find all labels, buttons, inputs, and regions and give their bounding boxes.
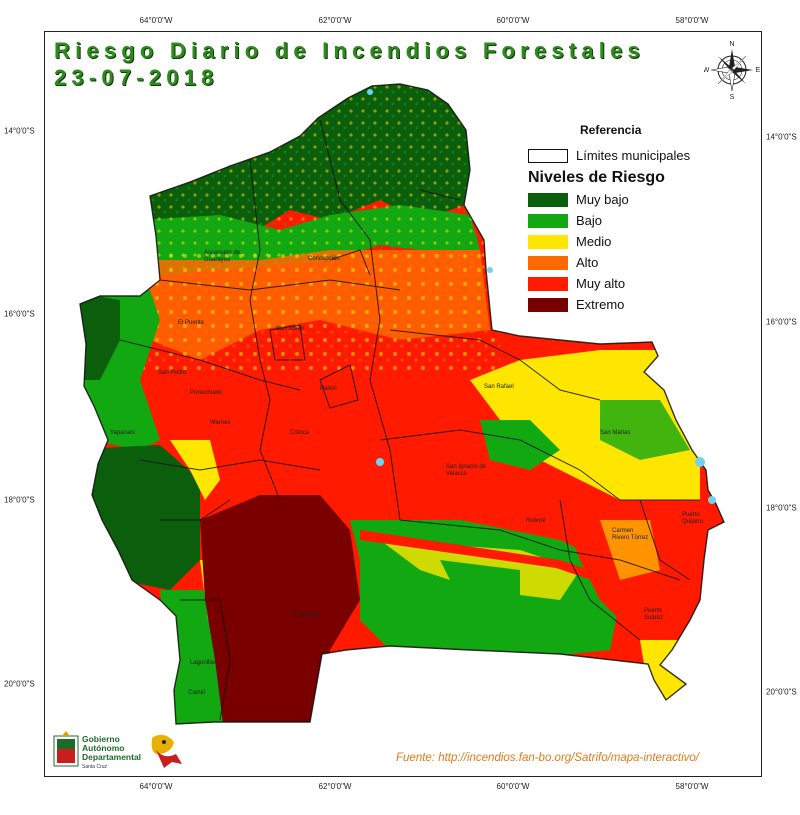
lon-tick-bottom-4: 58°0'0"W [675,782,709,791]
lat-tick-right-4: 20°0'0"S [766,687,797,697]
place-label: San Ignacio de Velasco [446,464,487,477]
data-source: Fuente: http://incendios.fan-bo.org/Satr… [396,752,699,764]
lon-tick-top-3: 60°0'0"W [496,16,530,25]
legend-label: Muy bajo [576,192,629,207]
place-label: San Julián [276,326,305,332]
legend-item-medio: Medio [528,234,611,249]
place-label: Puerto Quijarro [682,512,704,525]
legend-label: Alto [576,255,599,270]
compass-w: W [704,67,710,74]
legend-label: Medio [576,234,612,249]
logo-text: Gobierno Autónomo Departamental [82,735,141,762]
legend-municipal-limits: Límites municipales [528,148,690,163]
legend-label: Muy alto [576,276,626,291]
legend-swatch [528,213,568,228]
municipal-limit-swatch [528,148,568,163]
map-date: 23-07-2018 [54,65,219,90]
legend-label: Bajo [576,213,603,228]
map-legend: Referencia Límites municipales Niveles d… [520,115,720,320]
legend-swatch [528,255,568,270]
legend-swatch [528,234,568,249]
legend-item-muy-alto: Muy alto [528,276,625,291]
logo-line-2: Autónomo [82,743,125,753]
legend-swatch [528,192,568,207]
legend-levels-title: Niveles de Riesgo [528,169,665,186]
place-label: El Puente [178,320,205,326]
legend-item-bajo: Bajo [528,213,602,228]
legend-municipal-label: Límites municipales [576,148,691,163]
lon-tick-top-1: 64°0'0"W [139,16,173,25]
place-label: Pailón [320,386,337,392]
place-label: Carmen Rivero Tórrez [612,528,649,541]
logo-line-1: Gobierno [82,734,120,744]
lon-tick-bottom-3: 60°0'0"W [496,782,530,791]
legend-item-alto: Alto [528,255,598,270]
lat-tick-right-2: 16°0'0"S [766,317,797,327]
map-title: Riesgo Diario de Incendios Forestales [54,38,645,63]
compass-n: N [729,41,734,48]
lat-tick-left-3: 18°0'0"S [4,495,35,505]
place-label: San Pedro [158,370,187,376]
legend-swatch [528,276,568,291]
place-label: Charagua [294,612,321,618]
government-logo [53,731,182,768]
place-label: Yapacaní [110,430,135,436]
place-label: Portachuelo [190,390,223,396]
legend-item-extremo: Extremo [528,297,624,312]
legend-heading: Referencia [580,123,642,137]
lon-tick-bottom-2: 62°0'0"W [318,782,352,791]
compass-rose-icon: N S W E [704,41,760,100]
lon-tick-bottom-1: 64°0'0"W [139,782,173,791]
compass-e: E [756,67,760,74]
legend-swatch [528,297,568,312]
compass-s: S [730,94,735,100]
place-label: San Matías [600,430,631,436]
place-label: Lagunillas [190,660,218,666]
lon-tick-top-4: 58°0'0"W [675,16,709,25]
place-label: Roboré [526,518,546,524]
lat-tick-right-3: 18°0'0"S [766,503,797,513]
lat-tick-left-2: 16°0'0"S [4,309,35,319]
place-label: Camiri [188,690,206,696]
lat-tick-right-1: 14°0'0"S [766,132,797,142]
legend-label: Extremo [576,297,625,312]
lat-tick-left-1: 14°0'0"S [4,126,35,136]
logo-line-4: Santa Cruz [82,764,108,770]
lat-tick-left-4: 20°0'0"S [4,679,35,689]
place-label: Ascensión de Guarayos [204,250,241,263]
place-label: San Rafael [484,384,514,390]
place-label: Puerto Suárez [644,608,664,621]
lon-tick-top-2: 62°0'0"W [318,16,352,25]
place-label: Warnes [210,420,231,426]
place-label: Concepción [308,256,340,262]
legend-item-muy-bajo: Muy bajo [528,192,629,207]
place-label: Cotoca [290,430,310,436]
logo-line-3: Departamental [82,752,142,762]
